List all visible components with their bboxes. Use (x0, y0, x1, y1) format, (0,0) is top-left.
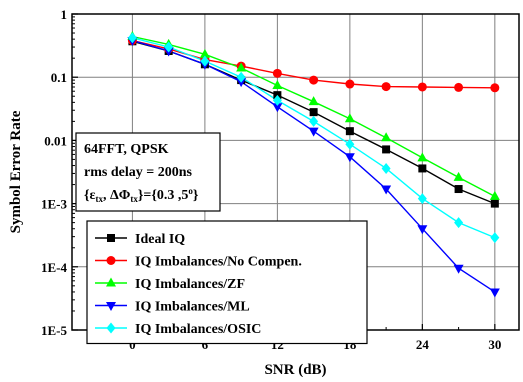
marker-triangle-down (453, 264, 464, 274)
marker-triangle-up (417, 152, 428, 162)
annotation-eps: {ε (84, 188, 96, 203)
marker-triangle-down (381, 185, 392, 195)
marker-diamond (381, 162, 391, 174)
marker-triangle-up (489, 190, 500, 200)
marker-circle (381, 82, 391, 92)
marker-square (309, 108, 318, 117)
marker-square (345, 127, 354, 136)
y-tick-label: 1E-3 (41, 197, 68, 212)
marker-diamond (345, 138, 355, 150)
marker-square (418, 164, 427, 173)
x-tick-label: 0 (129, 337, 136, 352)
annotation-line-delay: rms delay = 200ns (84, 165, 192, 180)
marker-square (490, 199, 499, 208)
marker-triangle-up (453, 171, 464, 181)
marker-triangle-up (308, 96, 319, 106)
marker-diamond (106, 322, 116, 334)
marker-diamond (127, 32, 137, 44)
legend-entry-label: IQ Imbalances/No Compen. (135, 255, 302, 270)
marker-square (454, 185, 463, 194)
marker-triangle-up (381, 132, 392, 142)
marker-diamond (309, 115, 319, 127)
marker-triangle-up (106, 277, 116, 287)
legend-entry-label: Ideal IQ (135, 232, 185, 247)
marker-circle (345, 79, 355, 89)
marker-triangle-down (308, 127, 319, 137)
marker-triangle-down (106, 302, 116, 311)
marker-triangle-up (199, 48, 210, 58)
marker-triangle-down (417, 225, 428, 235)
y-tick-label: 0.1 (51, 70, 67, 85)
marker-circle (454, 82, 464, 92)
y-tick-label: 1E-4 (41, 260, 68, 275)
x-tick-label: 30 (488, 337, 501, 352)
annotation-line-fft: 64FFT, QPSK (84, 142, 169, 157)
annotation-phi-sub: tx (130, 194, 138, 204)
marker-circle (309, 75, 319, 85)
annotation-box-frame (75, 132, 221, 212)
marker-circle (417, 82, 427, 92)
marker-triangle-down (344, 153, 355, 163)
marker-diamond (417, 193, 427, 205)
y-tick-label: 1 (61, 7, 68, 22)
legend-entry-label: IQ Imbalances/OSIC (135, 322, 261, 337)
legend: Ideal IQ IQ Imbalances/No Compen. IQ Imbal… (86, 220, 368, 345)
series-markers (127, 31, 500, 298)
marker-diamond (272, 94, 282, 106)
marker-square (382, 145, 391, 154)
legend-entry-label: IQ Imbalances/ZF (135, 277, 245, 292)
marker-triangle-up (344, 113, 355, 123)
marker-diamond (490, 232, 500, 244)
marker-triangle-up (272, 79, 283, 89)
x-tick-label: 6 (202, 337, 209, 352)
y-axis-label: Symbol Error Rate (8, 110, 24, 233)
annotation-values: }={0.3 ,5 (138, 188, 189, 203)
marker-circle (272, 68, 282, 78)
annotation-degree-sup: o (188, 186, 193, 196)
annotation-phi: , ΔΦ (103, 188, 131, 203)
marker-triangle-down (272, 103, 283, 113)
annotation-eps-sub: tx (96, 194, 104, 204)
legend-frame (86, 220, 368, 345)
x-tick-label: 24 (416, 337, 430, 352)
y-tick-label: 0.01 (44, 133, 67, 148)
annotation-line-imbalance: {εtx, ΔΦtx}={0.3 ,5o} (84, 186, 199, 204)
x-axis-label: SNR (dB) (264, 362, 326, 378)
legend-entry-label: IQ Imbalances/ML (135, 300, 250, 315)
marker-diamond (164, 41, 174, 53)
y-tick-label: 1E-5 (41, 323, 68, 338)
marker-triangle-up (236, 62, 247, 72)
marker-diamond (236, 71, 246, 83)
marker-diamond (454, 217, 464, 229)
marker-triangle-down (489, 288, 500, 298)
marker-diamond (200, 55, 210, 67)
annotation-close: } (193, 188, 199, 203)
marker-square (107, 234, 115, 242)
marker-circle (490, 83, 500, 93)
marker-circle (106, 256, 116, 265)
parameter-annotation-box: 64FFT, QPSK rms delay = 200ns {εtx, ΔΦtx… (75, 132, 221, 212)
